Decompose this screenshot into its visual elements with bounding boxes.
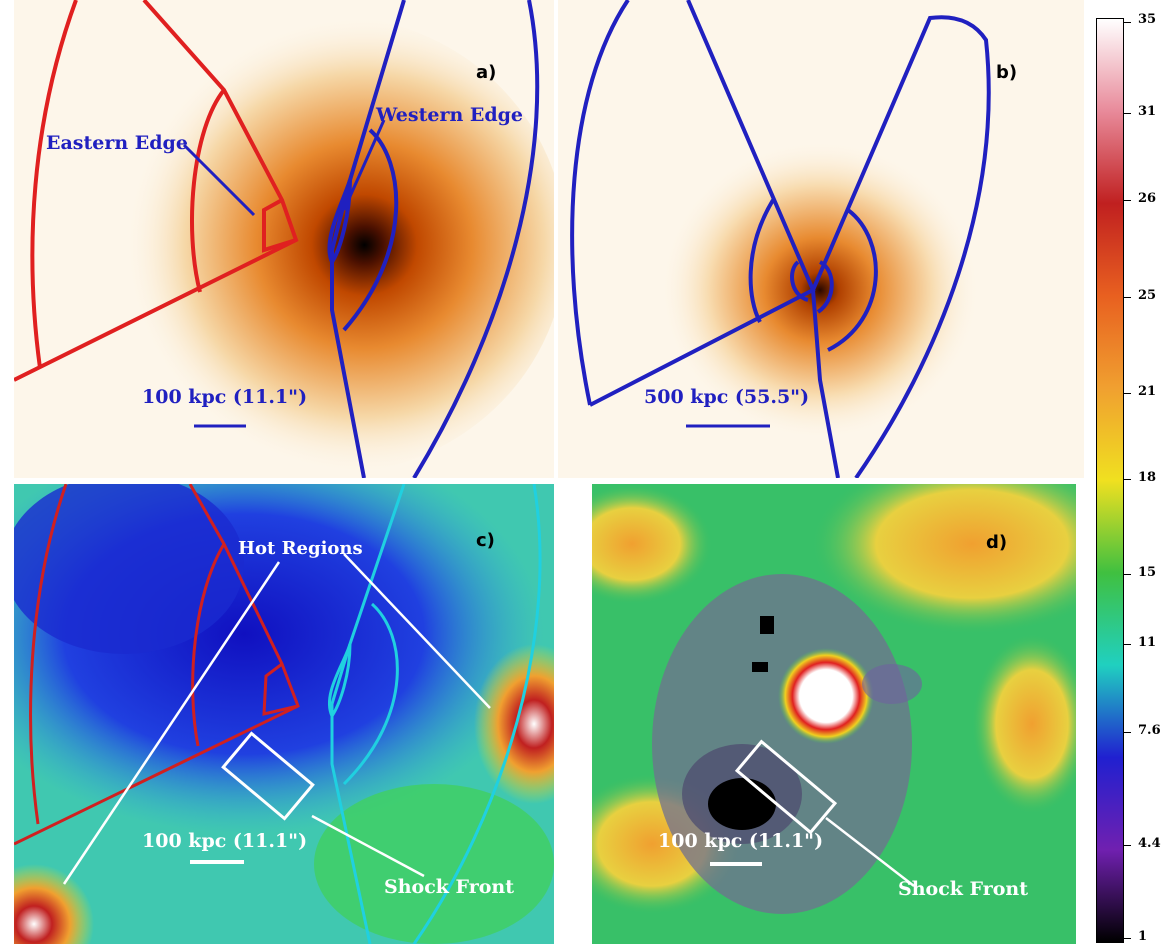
colorbar-tick: 31 (1138, 104, 1157, 119)
panel-c-scale-label: 100 kpc (11.1") (142, 830, 308, 852)
panel-d-letter: d) (986, 532, 1008, 553)
hot-regions-label: Hot Regions (238, 538, 363, 559)
colorbar-tick: 7.6 (1138, 723, 1161, 738)
eastern-edge-label: Eastern Edge (46, 132, 188, 154)
western-region-blue (182, 0, 540, 478)
panel-c-letter: c) (476, 530, 495, 551)
western-region-cyan (327, 484, 542, 944)
panel-b-graphics (570, 0, 991, 478)
dark-core (708, 778, 776, 830)
colorbar-tick: 25 (1138, 288, 1157, 303)
panel-c-graphics (14, 484, 554, 944)
panel-d-scale-label: 100 kpc (11.1") (658, 830, 824, 852)
eastern-region-red (14, 0, 299, 382)
colorbar-tick: 11 (1138, 635, 1157, 650)
colorbar-tick: 18 (1138, 470, 1157, 485)
panel-d-graphics (592, 484, 1076, 944)
annotation-arrows (62, 553, 491, 885)
western-edge-label: Western Edge (376, 104, 524, 126)
cluster-emission (660, 140, 980, 440)
panel-d-pressure-map: Shock Front 100 kpc (11.1") d) (592, 484, 1076, 944)
panel-a-xray-image: Eastern Edge Western Edge 100 kpc (11.1"… (14, 0, 554, 478)
colorbar-tick: 4.4 (1138, 836, 1161, 851)
bright-point-source (778, 648, 874, 744)
colorbar-tick: 1 (1138, 929, 1148, 944)
panel-b-xray-image: 500 kpc (55.5") b) (558, 0, 1084, 478)
panel-c-temperature-map: Hot Regions Shock Front 100 kpc (11.1") … (14, 484, 554, 944)
hot-spot-southwest (14, 864, 94, 944)
colorbar-tick: 15 (1138, 565, 1157, 580)
colorbar (1096, 18, 1124, 943)
regions-blue (570, 0, 991, 478)
panel-a-letter: a) (476, 62, 497, 83)
colorbar-tick: 21 (1138, 384, 1157, 399)
colorbar-tick: 35 (1138, 12, 1157, 27)
panel-b-scale-label: 500 kpc (55.5") (644, 386, 810, 408)
eastern-region-red (14, 484, 300, 846)
hot-spot-east (474, 644, 554, 804)
shock-front-label: Shock Front (384, 876, 514, 898)
panel-b-letter: b) (996, 62, 1018, 83)
panel-a-graphics (14, 0, 554, 478)
shock-front-label: Shock Front (898, 878, 1028, 900)
colorbar-tick: 26 (1138, 191, 1157, 206)
panel-a-scale-label: 100 kpc (11.1") (142, 386, 308, 408)
annotation-arrows (710, 739, 915, 887)
